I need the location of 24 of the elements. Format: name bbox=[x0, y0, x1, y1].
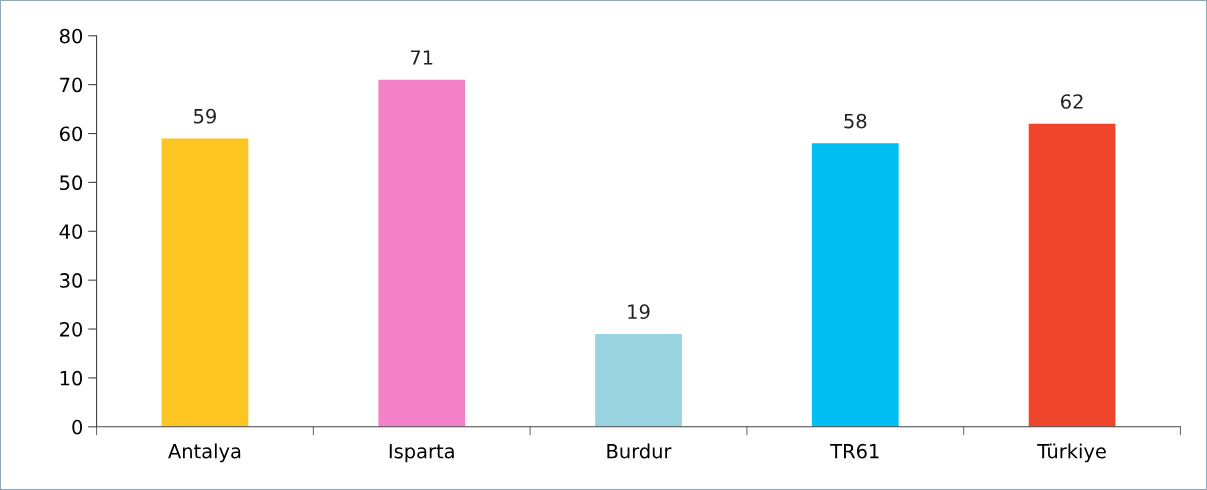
y-tick-label: 80 bbox=[59, 28, 83, 44]
bar bbox=[595, 333, 682, 427]
bar bbox=[1028, 123, 1116, 427]
y-tick-label: 20 bbox=[60, 321, 83, 337]
bar bbox=[161, 138, 249, 427]
data-label: 59 bbox=[194, 108, 216, 124]
bar bbox=[378, 79, 466, 427]
y-tick-label: 10 bbox=[60, 370, 83, 386]
x-tick-label: TR61 bbox=[830, 443, 879, 459]
y-tick-label: 70 bbox=[60, 77, 83, 93]
data-label: 19 bbox=[628, 304, 650, 320]
bar bbox=[811, 143, 899, 427]
data-label: 62 bbox=[1061, 94, 1083, 109]
y-tick-label: 40 bbox=[59, 224, 83, 239]
y-tick-label: 30 bbox=[60, 273, 83, 288]
x-tick-label: Türkiye bbox=[1037, 443, 1106, 463]
x-tick-label: Isparta bbox=[389, 444, 454, 463]
y-tick-label: 60 bbox=[59, 126, 83, 142]
data-label: 71 bbox=[410, 50, 433, 65]
x-tick-label: Burdur bbox=[607, 443, 672, 459]
y-tick-label: 50 bbox=[60, 175, 83, 191]
x-tick-label: Antalya bbox=[168, 443, 241, 463]
y-tick-label: 0 bbox=[72, 419, 83, 435]
data-label: 58 bbox=[844, 113, 867, 129]
